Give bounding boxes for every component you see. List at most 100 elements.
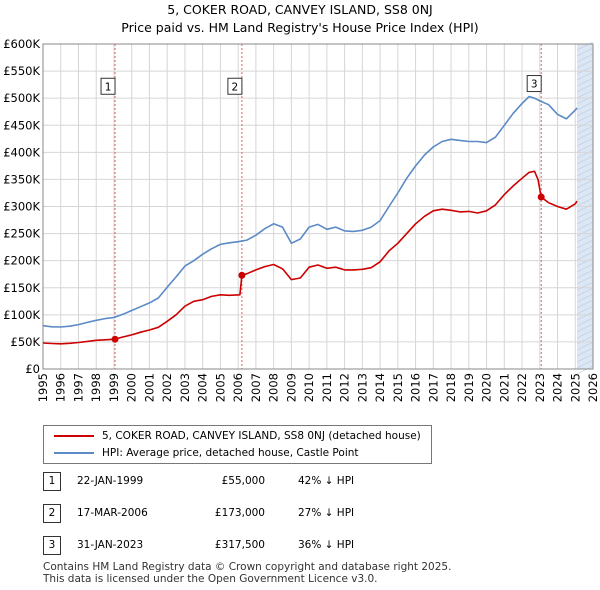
- future-hatch: [576, 143, 594, 153]
- future-hatch: [576, 275, 594, 285]
- x-tick-label: 2021: [497, 373, 511, 402]
- table-row: 3 31-JAN-2023 £317,500 36% ↓ HPI: [43, 536, 583, 556]
- future-hatch: [576, 269, 594, 279]
- sale-price: £317,500: [214, 539, 265, 551]
- future-hatch: [576, 359, 594, 369]
- x-tick-label: 2009: [284, 373, 298, 402]
- legend-swatch-price: [54, 435, 94, 437]
- y-tick-label: £450K: [3, 118, 40, 132]
- future-hatch: [576, 311, 594, 321]
- y-tick-label: £350K: [3, 172, 40, 186]
- future-hatch: [576, 293, 594, 303]
- x-tick-label: 1998: [89, 373, 103, 402]
- x-tick-label: 2023: [533, 373, 547, 402]
- future-hatch: [576, 245, 594, 255]
- legend-item-hpi: HPI: Average price, detached house, Cast…: [54, 445, 359, 461]
- x-tick-label: 2018: [444, 373, 458, 402]
- future-hatch: [576, 281, 594, 291]
- sale-price: £55,000: [221, 475, 265, 487]
- future-hatch: [576, 113, 594, 123]
- plot-frame: [42, 43, 594, 370]
- future-hatch: [576, 65, 594, 75]
- x-tick-label: 1999: [107, 373, 121, 402]
- y-tick-label: £100K: [3, 308, 40, 322]
- legend-label-hpi: HPI: Average price, detached house, Cast…: [102, 447, 359, 459]
- legend-swatch-hpi: [54, 452, 94, 454]
- future-hatch: [576, 173, 594, 183]
- table-row: 2 17-MAR-2006 £173,000 27% ↓ HPI: [43, 504, 583, 524]
- price-chart: £0 £50K £100K £150K £200K £250K £300K £350K £400…: [3, 37, 600, 402]
- future-hatch: [576, 167, 594, 177]
- x-tick-label: 2019: [462, 373, 476, 402]
- series-line: [42, 95, 578, 328]
- sale-hpi-diff: 36% ↓ HPI: [298, 539, 355, 551]
- future-hatch: [576, 233, 594, 243]
- sale-price: £173,000: [214, 507, 265, 519]
- future-hatch: [576, 179, 594, 189]
- x-tick-label: 2000: [125, 373, 139, 402]
- x-tick-label: 2015: [391, 373, 405, 402]
- sale-hpi-diff: 42% ↓ HPI: [298, 475, 355, 487]
- table-row: 1 22-JAN-1999 £55,000 42% ↓ HPI: [43, 472, 583, 492]
- future-hatch: [576, 209, 594, 219]
- x-tick-label: 1997: [71, 373, 85, 402]
- future-hatch: [576, 77, 594, 87]
- sale-label-box: [100, 77, 116, 95]
- x-tick-label: 2022: [515, 373, 529, 402]
- future-hatch: [576, 131, 594, 141]
- sale-hpi-diff: 27% ↓ HPI: [298, 507, 355, 519]
- footer-license: This data is licensed under the Open Gov…: [43, 573, 378, 585]
- sale-label-box: [227, 77, 243, 95]
- future-hatch: [576, 251, 594, 261]
- future-hatch: [576, 59, 594, 69]
- future-hatch: [576, 197, 594, 207]
- x-tick-label: 2017: [426, 373, 440, 402]
- sale-label-text: 1: [105, 81, 112, 93]
- future-hatch: [576, 299, 594, 309]
- future-hatch: [576, 239, 594, 249]
- x-tick-label: 2002: [160, 373, 174, 402]
- future-hatch: [576, 191, 594, 201]
- legend-label-price: 5, COKER ROAD, CANVEY ISLAND, SS8 0NJ (d…: [102, 430, 421, 442]
- series-line: [42, 170, 578, 345]
- future-hatch: [576, 287, 594, 297]
- sale-number-badge: 1: [43, 472, 61, 491]
- x-tick-label: 2025: [568, 373, 582, 402]
- x-tick-label: 2016: [409, 373, 423, 402]
- future-hatch: [576, 221, 594, 231]
- x-tick-label: 2026: [586, 373, 600, 402]
- future-hatch: [576, 227, 594, 237]
- x-tick-label: 2004: [196, 373, 210, 402]
- x-tick-label: 1995: [36, 373, 50, 402]
- future-hatch: [576, 41, 594, 51]
- future-hatch: [576, 47, 594, 57]
- future-hatch: [576, 185, 594, 195]
- sale-date: 31-JAN-2023: [77, 539, 144, 551]
- x-tick-label: 2011: [320, 373, 334, 402]
- y-tick-label: £0: [25, 362, 40, 376]
- future-hatch: [576, 89, 594, 99]
- future-hatch: [576, 263, 594, 273]
- future-hatch: [576, 125, 594, 135]
- sale-label-text: 3: [531, 79, 538, 91]
- future-hatch: [576, 347, 594, 357]
- sale-number-badge: 2: [43, 504, 61, 523]
- sale-date: 17-MAR-2006: [77, 507, 148, 519]
- future-hatch: [576, 365, 594, 375]
- future-hatch: [576, 335, 594, 345]
- future-hatch: [576, 101, 594, 111]
- x-tick-label: 2010: [302, 373, 316, 402]
- x-tick-label: 2007: [249, 373, 263, 402]
- y-tick-label: £50K: [11, 335, 41, 349]
- future-hatch: [576, 71, 594, 81]
- legend-item-price: 5, COKER ROAD, CANVEY ISLAND, SS8 0NJ (d…: [54, 428, 421, 444]
- future-hatch: [576, 317, 594, 327]
- future-hatch: [576, 107, 594, 117]
- sale-label-text: 2: [232, 81, 239, 93]
- future-hatch: [576, 161, 594, 171]
- y-tick-label: £600K: [3, 37, 40, 51]
- future-hatch: [576, 329, 594, 339]
- chart-title-address: 5, COKER ROAD, CANVEY ISLAND, SS8 0NJ: [167, 2, 433, 17]
- x-tick-label: 2012: [338, 373, 352, 402]
- future-hatch: [576, 95, 594, 105]
